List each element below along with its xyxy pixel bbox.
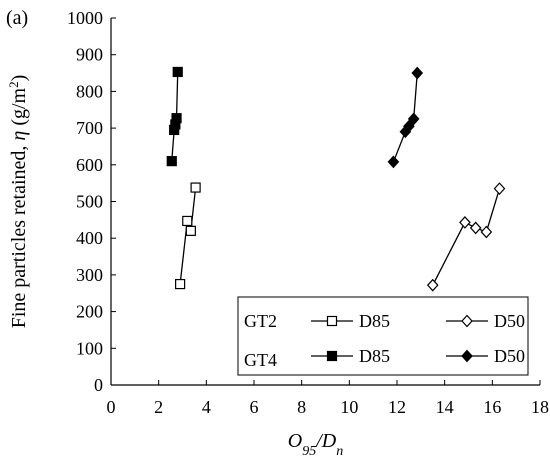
data-point bbox=[426, 278, 439, 292]
x-tick-label: 16 bbox=[483, 397, 501, 417]
y-tick-label: 100 bbox=[76, 338, 103, 358]
x-tick-label: 8 bbox=[297, 397, 306, 417]
y-axis-label-part: Fine particles retained, bbox=[8, 141, 30, 329]
y-tick-label: 200 bbox=[76, 302, 103, 322]
x-tick-label: 10 bbox=[340, 397, 358, 417]
y-tick-label: 1000 bbox=[67, 8, 103, 28]
legend: GT2 D85 D50 GT4 D85 D50 bbox=[237, 296, 529, 376]
x-tick-label: 18 bbox=[531, 397, 549, 417]
y-axis-label-part: ) bbox=[8, 75, 30, 82]
legend-marker bbox=[326, 315, 338, 327]
legend-entry: D85 bbox=[311, 311, 390, 331]
y-axis-label-text: Fine particles retained, η (g/m2) bbox=[6, 75, 31, 329]
data-point bbox=[387, 155, 400, 169]
x-tick-label: 0 bbox=[107, 397, 116, 417]
legend-entry: D85 bbox=[311, 346, 390, 366]
y-tick-label: 600 bbox=[76, 155, 103, 175]
data-point bbox=[172, 66, 183, 78]
data-point bbox=[182, 215, 193, 227]
legend-entry-label: D85 bbox=[359, 346, 390, 366]
y-axis-label-part: 2 bbox=[6, 81, 21, 88]
legend-group-label: GT2 bbox=[244, 311, 277, 331]
legend-group-label: GT4 bbox=[244, 350, 277, 370]
x-axis-label-part: /D bbox=[315, 430, 337, 452]
y-tick-label: 500 bbox=[76, 192, 103, 212]
legend-box bbox=[237, 296, 529, 376]
series-gt2-d85 bbox=[175, 182, 201, 290]
data-point bbox=[480, 225, 493, 239]
legend-entry: D50 bbox=[446, 311, 525, 331]
y-tick-label: 400 bbox=[76, 228, 103, 248]
x-tick-label: 12 bbox=[388, 397, 406, 417]
panel-label: (a) bbox=[6, 7, 28, 29]
y-tick-label: 0 bbox=[94, 375, 103, 395]
y-tick-label: 900 bbox=[76, 45, 103, 65]
series-line bbox=[432, 188, 501, 286]
x-axis-label-part: 95 bbox=[302, 444, 316, 459]
series-gt4-d50 bbox=[387, 66, 424, 169]
y-tick-label: 300 bbox=[76, 265, 103, 285]
data-point bbox=[493, 182, 506, 196]
data-point bbox=[459, 216, 471, 229]
data-point bbox=[171, 113, 182, 124]
series-gt2-d50 bbox=[426, 182, 506, 292]
y-axis-label: Fine particles retained, η (g/m2) bbox=[6, 75, 31, 329]
x-tick-label: 14 bbox=[436, 397, 454, 417]
axes: 0 100 200 300 400 500 600 700 800 900 1000 0 2 4 6 8 10 1… bbox=[67, 8, 549, 417]
legend-entry-label: D50 bbox=[494, 311, 525, 331]
legend-marker bbox=[461, 349, 473, 363]
x-tick-label: 4 bbox=[202, 397, 211, 417]
x-axis-label-part: n bbox=[336, 444, 343, 459]
x-axis-label: O95/Dn bbox=[288, 430, 343, 459]
data-point bbox=[469, 221, 482, 235]
y-axis-label-part: η bbox=[8, 131, 30, 141]
x-axis-label-text: O95/Dn bbox=[288, 430, 343, 459]
x-axis-label-part: O bbox=[288, 430, 302, 452]
legend-entry-label: D85 bbox=[359, 311, 390, 331]
data-point bbox=[407, 112, 420, 126]
data-point bbox=[175, 278, 186, 290]
legend-marker bbox=[326, 350, 338, 362]
legend-entry: D50 bbox=[446, 346, 525, 366]
data-point bbox=[166, 156, 177, 167]
y-axis-label-part: (g/m bbox=[8, 87, 30, 130]
data-point bbox=[190, 182, 201, 193]
data-point bbox=[403, 119, 415, 133]
y-tick-label: 800 bbox=[76, 81, 103, 101]
legend-entry-label: D50 bbox=[494, 346, 525, 366]
x-tick-label: 2 bbox=[154, 397, 163, 417]
y-tick-label: 700 bbox=[76, 118, 103, 138]
x-tick-label: 6 bbox=[250, 397, 259, 417]
data-point bbox=[411, 66, 424, 80]
data-point bbox=[185, 225, 196, 236]
legend-marker bbox=[461, 314, 473, 328]
plot-area bbox=[166, 66, 506, 292]
series-gt4-d85 bbox=[166, 66, 183, 167]
